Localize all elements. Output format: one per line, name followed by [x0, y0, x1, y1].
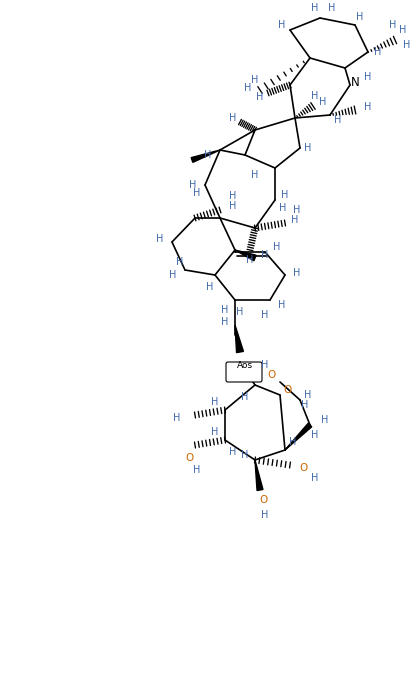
- Text: H: H: [211, 397, 219, 407]
- Text: H: H: [279, 203, 287, 213]
- Text: H: H: [374, 47, 382, 57]
- Text: H: H: [278, 300, 286, 310]
- Text: H: H: [356, 12, 364, 22]
- Text: H: H: [403, 40, 411, 50]
- Text: H: H: [334, 115, 342, 125]
- Text: H: H: [304, 143, 312, 153]
- Polygon shape: [255, 460, 263, 490]
- Text: H: H: [311, 430, 319, 440]
- Polygon shape: [191, 150, 220, 163]
- Text: O: O: [259, 495, 267, 505]
- Text: H: H: [364, 102, 372, 112]
- Text: H: H: [241, 450, 249, 460]
- Text: H: H: [328, 3, 336, 13]
- Text: H: H: [193, 188, 201, 198]
- Text: H: H: [293, 268, 301, 278]
- Text: H: H: [246, 255, 254, 265]
- Text: H: H: [173, 413, 181, 423]
- Text: H: H: [261, 360, 269, 370]
- Text: H: H: [229, 447, 237, 457]
- Text: N: N: [351, 75, 360, 88]
- Text: H: H: [193, 465, 201, 475]
- Text: H: H: [291, 215, 299, 225]
- Text: H: H: [261, 250, 269, 260]
- Text: H: H: [261, 510, 269, 520]
- Text: H: H: [311, 3, 319, 13]
- Text: O: O: [284, 385, 292, 395]
- Text: H: H: [211, 427, 219, 437]
- Text: H: H: [229, 201, 237, 211]
- Text: H: H: [229, 113, 237, 123]
- Text: H: H: [261, 310, 269, 320]
- Text: H: H: [169, 270, 177, 280]
- Text: H: H: [206, 282, 214, 292]
- Text: H: H: [221, 317, 228, 327]
- Text: H: H: [281, 190, 289, 200]
- Text: H: H: [321, 415, 329, 425]
- Text: H: H: [364, 72, 372, 82]
- Text: H: H: [221, 305, 228, 315]
- Text: H: H: [311, 473, 319, 483]
- Text: O: O: [268, 370, 276, 380]
- Text: H: H: [319, 97, 327, 107]
- Text: H: H: [176, 257, 184, 267]
- Text: H: H: [241, 392, 249, 402]
- Polygon shape: [235, 250, 256, 261]
- Polygon shape: [235, 325, 244, 353]
- Text: O: O: [299, 463, 307, 473]
- Text: H: H: [244, 83, 252, 93]
- Text: O: O: [186, 453, 194, 463]
- Text: H: H: [304, 390, 312, 400]
- Polygon shape: [285, 423, 312, 450]
- Text: H: H: [389, 20, 396, 30]
- Text: Aos: Aos: [237, 360, 253, 369]
- Text: H: H: [236, 307, 244, 317]
- Text: H: H: [278, 20, 286, 30]
- Text: H: H: [289, 437, 297, 447]
- Text: H: H: [229, 191, 237, 201]
- Text: H: H: [189, 180, 197, 190]
- Text: H: H: [399, 25, 407, 35]
- Text: H: H: [256, 92, 264, 102]
- Text: H: H: [301, 400, 309, 410]
- Text: H: H: [204, 150, 212, 160]
- Text: H: H: [156, 234, 164, 244]
- Text: H: H: [293, 205, 301, 215]
- FancyBboxPatch shape: [226, 362, 262, 382]
- Text: H: H: [273, 242, 281, 252]
- Text: H: H: [311, 91, 319, 101]
- Text: H: H: [251, 170, 259, 180]
- Text: H: H: [251, 75, 259, 85]
